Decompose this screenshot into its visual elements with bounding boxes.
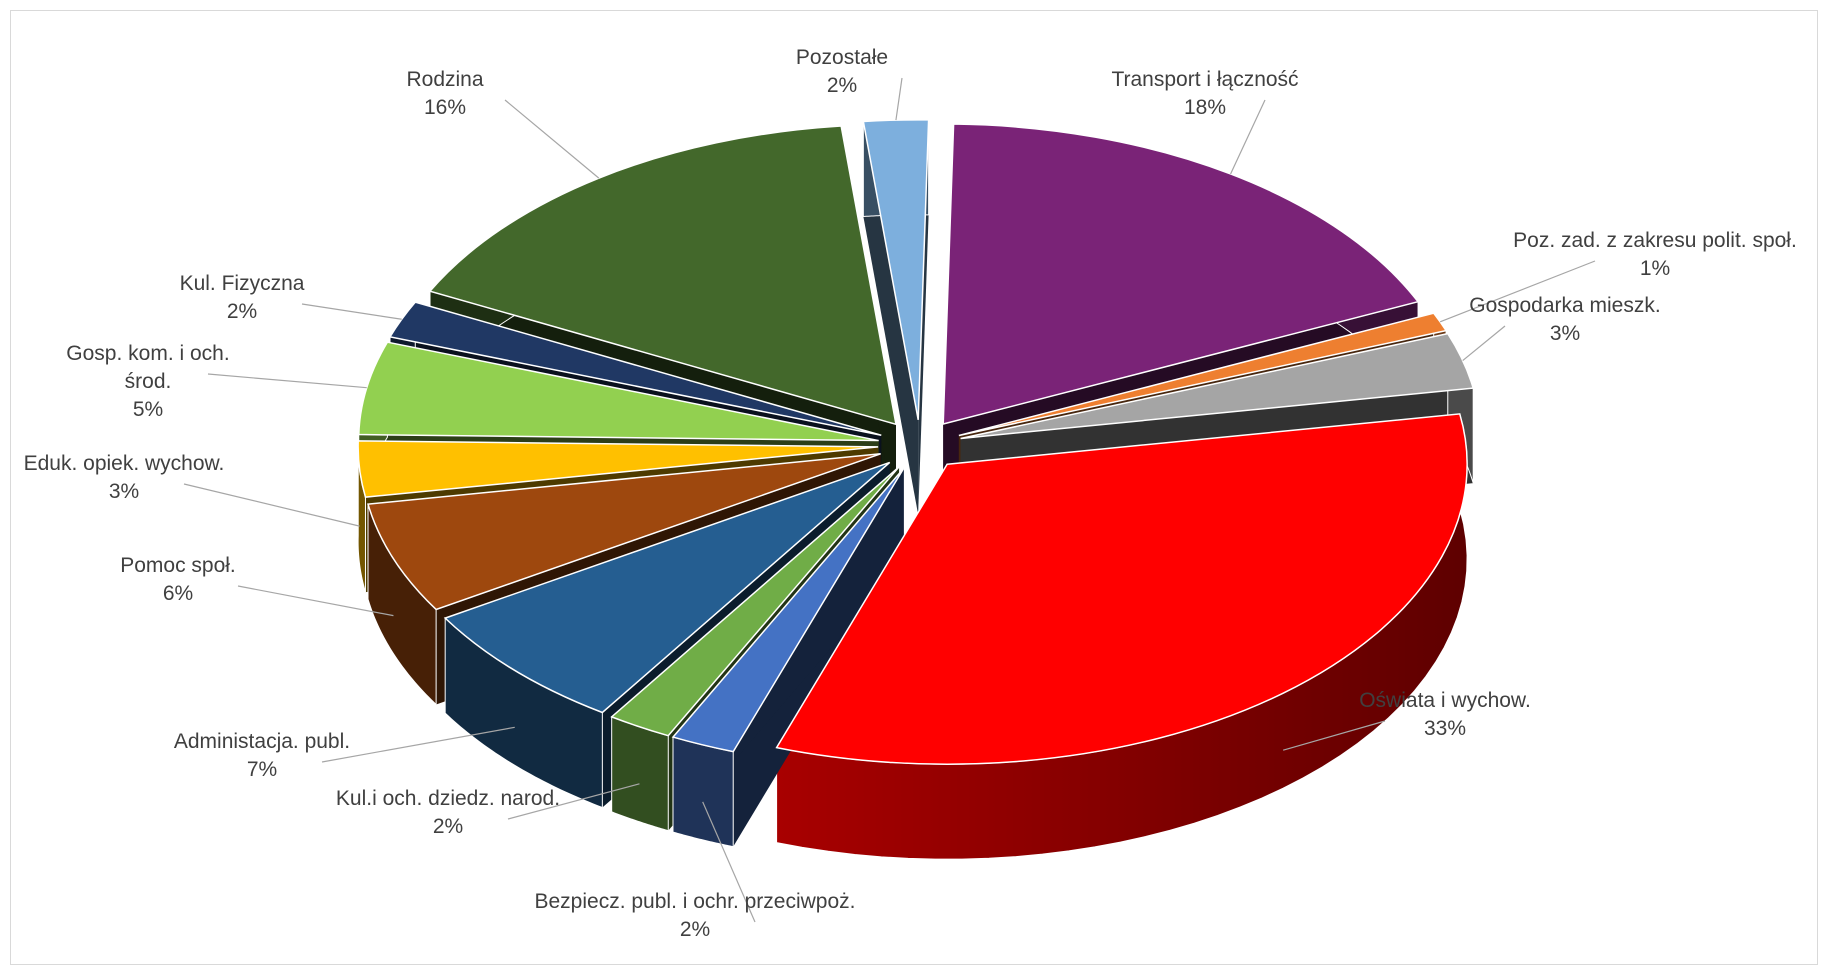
data-value-pomoc-społ: 6%	[163, 582, 193, 605]
data-label-poz-zad-z-zakresu-polit-społ: Poz. zad. z zakresu polit. społ. 1%	[1513, 229, 1797, 280]
leader-line-pozostałe	[895, 77, 903, 121]
leader-line-bezpiecz-publ-i-ochr-przeciwpoż	[702, 801, 756, 923]
slice-eduk-opiek-wychow	[357, 440, 879, 498]
leader-line-rodzina	[504, 99, 600, 179]
leader-line-kul-fizyczna	[301, 303, 402, 320]
slice-pomoc-społ	[367, 453, 881, 611]
slice-gospodarka-mieszk	[960, 332, 1475, 440]
slice-transport-i-łączność	[942, 123, 1420, 425]
slice-gosp-kom-i-och-środ	[357, 341, 879, 442]
slice-kul-i-och-dziedz-narod	[610, 466, 900, 737]
data-value-transport-i-łączność: 18%	[1184, 96, 1226, 119]
data-label-pozostałe: Pozostałe 2%	[796, 46, 888, 97]
data-labels: Transport i łączność 18% Poz. zad. z zakre…	[24, 46, 1797, 941]
data-value-bezpiecz-publ-i-ochr-przeciwpoż: 2%	[680, 918, 710, 941]
data-value-gosp-kom-i-och-środ: 5%	[133, 398, 163, 421]
slice-wall-pozostałe-1	[918, 119, 929, 515]
data-label-transport-i-łączność: Transport i łączność 18%	[1111, 68, 1298, 119]
data-label-pomoc-społ: Pomoc społ. 6%	[120, 554, 236, 605]
data-value-gospodarka-mieszk: 3%	[1550, 322, 1580, 345]
data-label-administacja-publ: Administacja. publ. 7%	[174, 730, 350, 781]
data-value-poz-zad-z-zakresu-polit-społ: 1%	[1640, 257, 1670, 280]
leader-line-oświata-i-wychow	[1282, 720, 1386, 751]
data-label-gosp-kom-i-och-środ: Gosp. kom. i och. środ. 5%	[66, 342, 229, 421]
slice-tops	[357, 119, 1475, 765]
leader-line-poz-zad-z-zakresu-polit-społ	[1439, 260, 1596, 323]
data-label-kul-i-och-dziedz-narod: Kul.i och. dziedz. narod. 2%	[336, 787, 560, 838]
data-value-pozostałe: 2%	[827, 74, 857, 97]
data-value-administacja-publ: 7%	[247, 758, 277, 781]
leader-line-administacja-publ	[321, 726, 515, 763]
data-value-rodzina: 16%	[424, 96, 466, 119]
data-label-kul-fizyczna: Kul. Fizyczna 2%	[180, 272, 305, 323]
slice-rim-bezpiecz-publ-i-ochr-przeciwpoż	[672, 736, 734, 848]
data-value-eduk-opiek-wychow: 3%	[109, 480, 139, 503]
leader-line-gospodarka-mieszk	[1462, 325, 1506, 362]
slice-oświata-i-wychow	[775, 413, 1468, 765]
leader-line-eduk-opiek-wychow	[183, 483, 360, 527]
leader-line-transport-i-łączność	[1230, 99, 1266, 175]
slice-wall-pozostałe-0	[863, 121, 919, 515]
data-value-oświata-i-wychow: 33%	[1424, 717, 1466, 740]
data-value-kul-i-och-dziedz-narod: 2%	[433, 815, 463, 838]
data-value-kul-fizyczna: 2%	[227, 300, 257, 323]
slice-administacja-publ	[443, 461, 891, 714]
slice-bezpiecz-publ-i-ochr-przeciwpoż	[671, 467, 905, 753]
data-label-gospodarka-mieszk: Gospodarka mieszk. 3%	[1469, 294, 1660, 345]
data-label-eduk-opiek-wychow: Eduk. opiek. wychow. 3%	[24, 452, 225, 503]
data-label-rodzina: Rodzina 16%	[406, 68, 483, 119]
leader-line-gosp-kom-i-och-środ	[207, 373, 367, 389]
data-label-bezpiecz-publ-i-ochr-przeciwpoż: Bezpiecz. publ. i ochr. przeciwpoż. 2%	[535, 890, 856, 941]
leader-line-pomoc-społ	[237, 585, 394, 617]
data-label-oświata-i-wychow: Oświata i wychow. 33%	[1359, 689, 1531, 740]
leader-line-kul-i-och-dziedz-narod	[507, 783, 640, 820]
leader-lines	[183, 77, 1596, 923]
slice-rodzina	[428, 125, 897, 426]
